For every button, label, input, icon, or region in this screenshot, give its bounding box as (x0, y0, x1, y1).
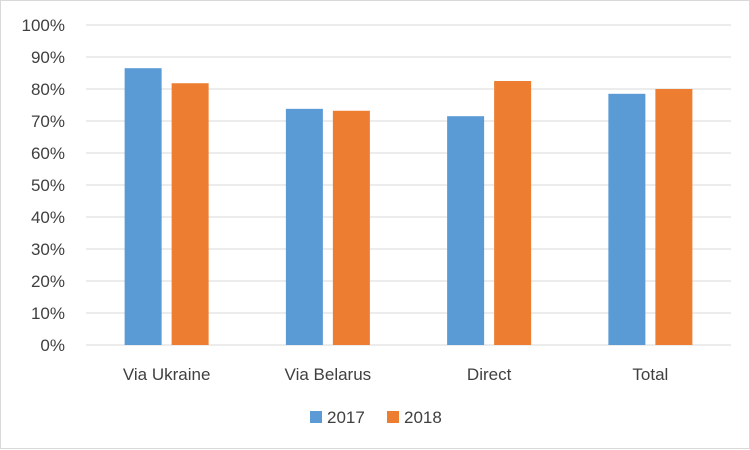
y-tick-label: 0% (40, 336, 65, 355)
y-tick-label: 90% (31, 48, 65, 67)
y-tick-label: 30% (31, 240, 65, 259)
bar-2018-direct (494, 81, 531, 345)
category-label: Via Belarus (285, 365, 372, 384)
y-tick-label: 40% (31, 208, 65, 227)
bar-2017-total (608, 94, 645, 345)
category-label: Direct (467, 365, 512, 384)
y-tick-label: 100% (22, 16, 65, 35)
y-tick-label: 80% (31, 80, 65, 99)
category-label: Total (632, 365, 668, 384)
bar-2017-via-ukraine (125, 68, 162, 345)
x-axis-category-labels: Via Ukraine Via Belarus Direct Total (123, 365, 669, 384)
y-tick-label: 10% (31, 304, 65, 323)
bar-2018-via-belarus (333, 111, 370, 345)
legend-swatch-2018 (387, 411, 399, 423)
bar-2018-via-ukraine (172, 83, 209, 345)
legend: 2017 2018 (310, 408, 442, 427)
legend-label: 2018 (404, 408, 442, 427)
bars (125, 68, 693, 345)
y-tick-label: 70% (31, 112, 65, 131)
bar-2017-direct (447, 116, 484, 345)
legend-swatch-2017 (310, 411, 322, 423)
bar-2017-via-belarus (286, 109, 323, 345)
y-tick-label: 50% (31, 176, 65, 195)
bar-2018-total (655, 89, 692, 345)
legend-label: 2017 (327, 408, 365, 427)
y-tick-label: 20% (31, 272, 65, 291)
y-axis-tick-labels: 0% 10% 20% 30% 40% 50% 60% 70% 80% 90% 100% (22, 16, 65, 355)
category-label: Via Ukraine (123, 365, 211, 384)
y-tick-label: 60% (31, 144, 65, 163)
